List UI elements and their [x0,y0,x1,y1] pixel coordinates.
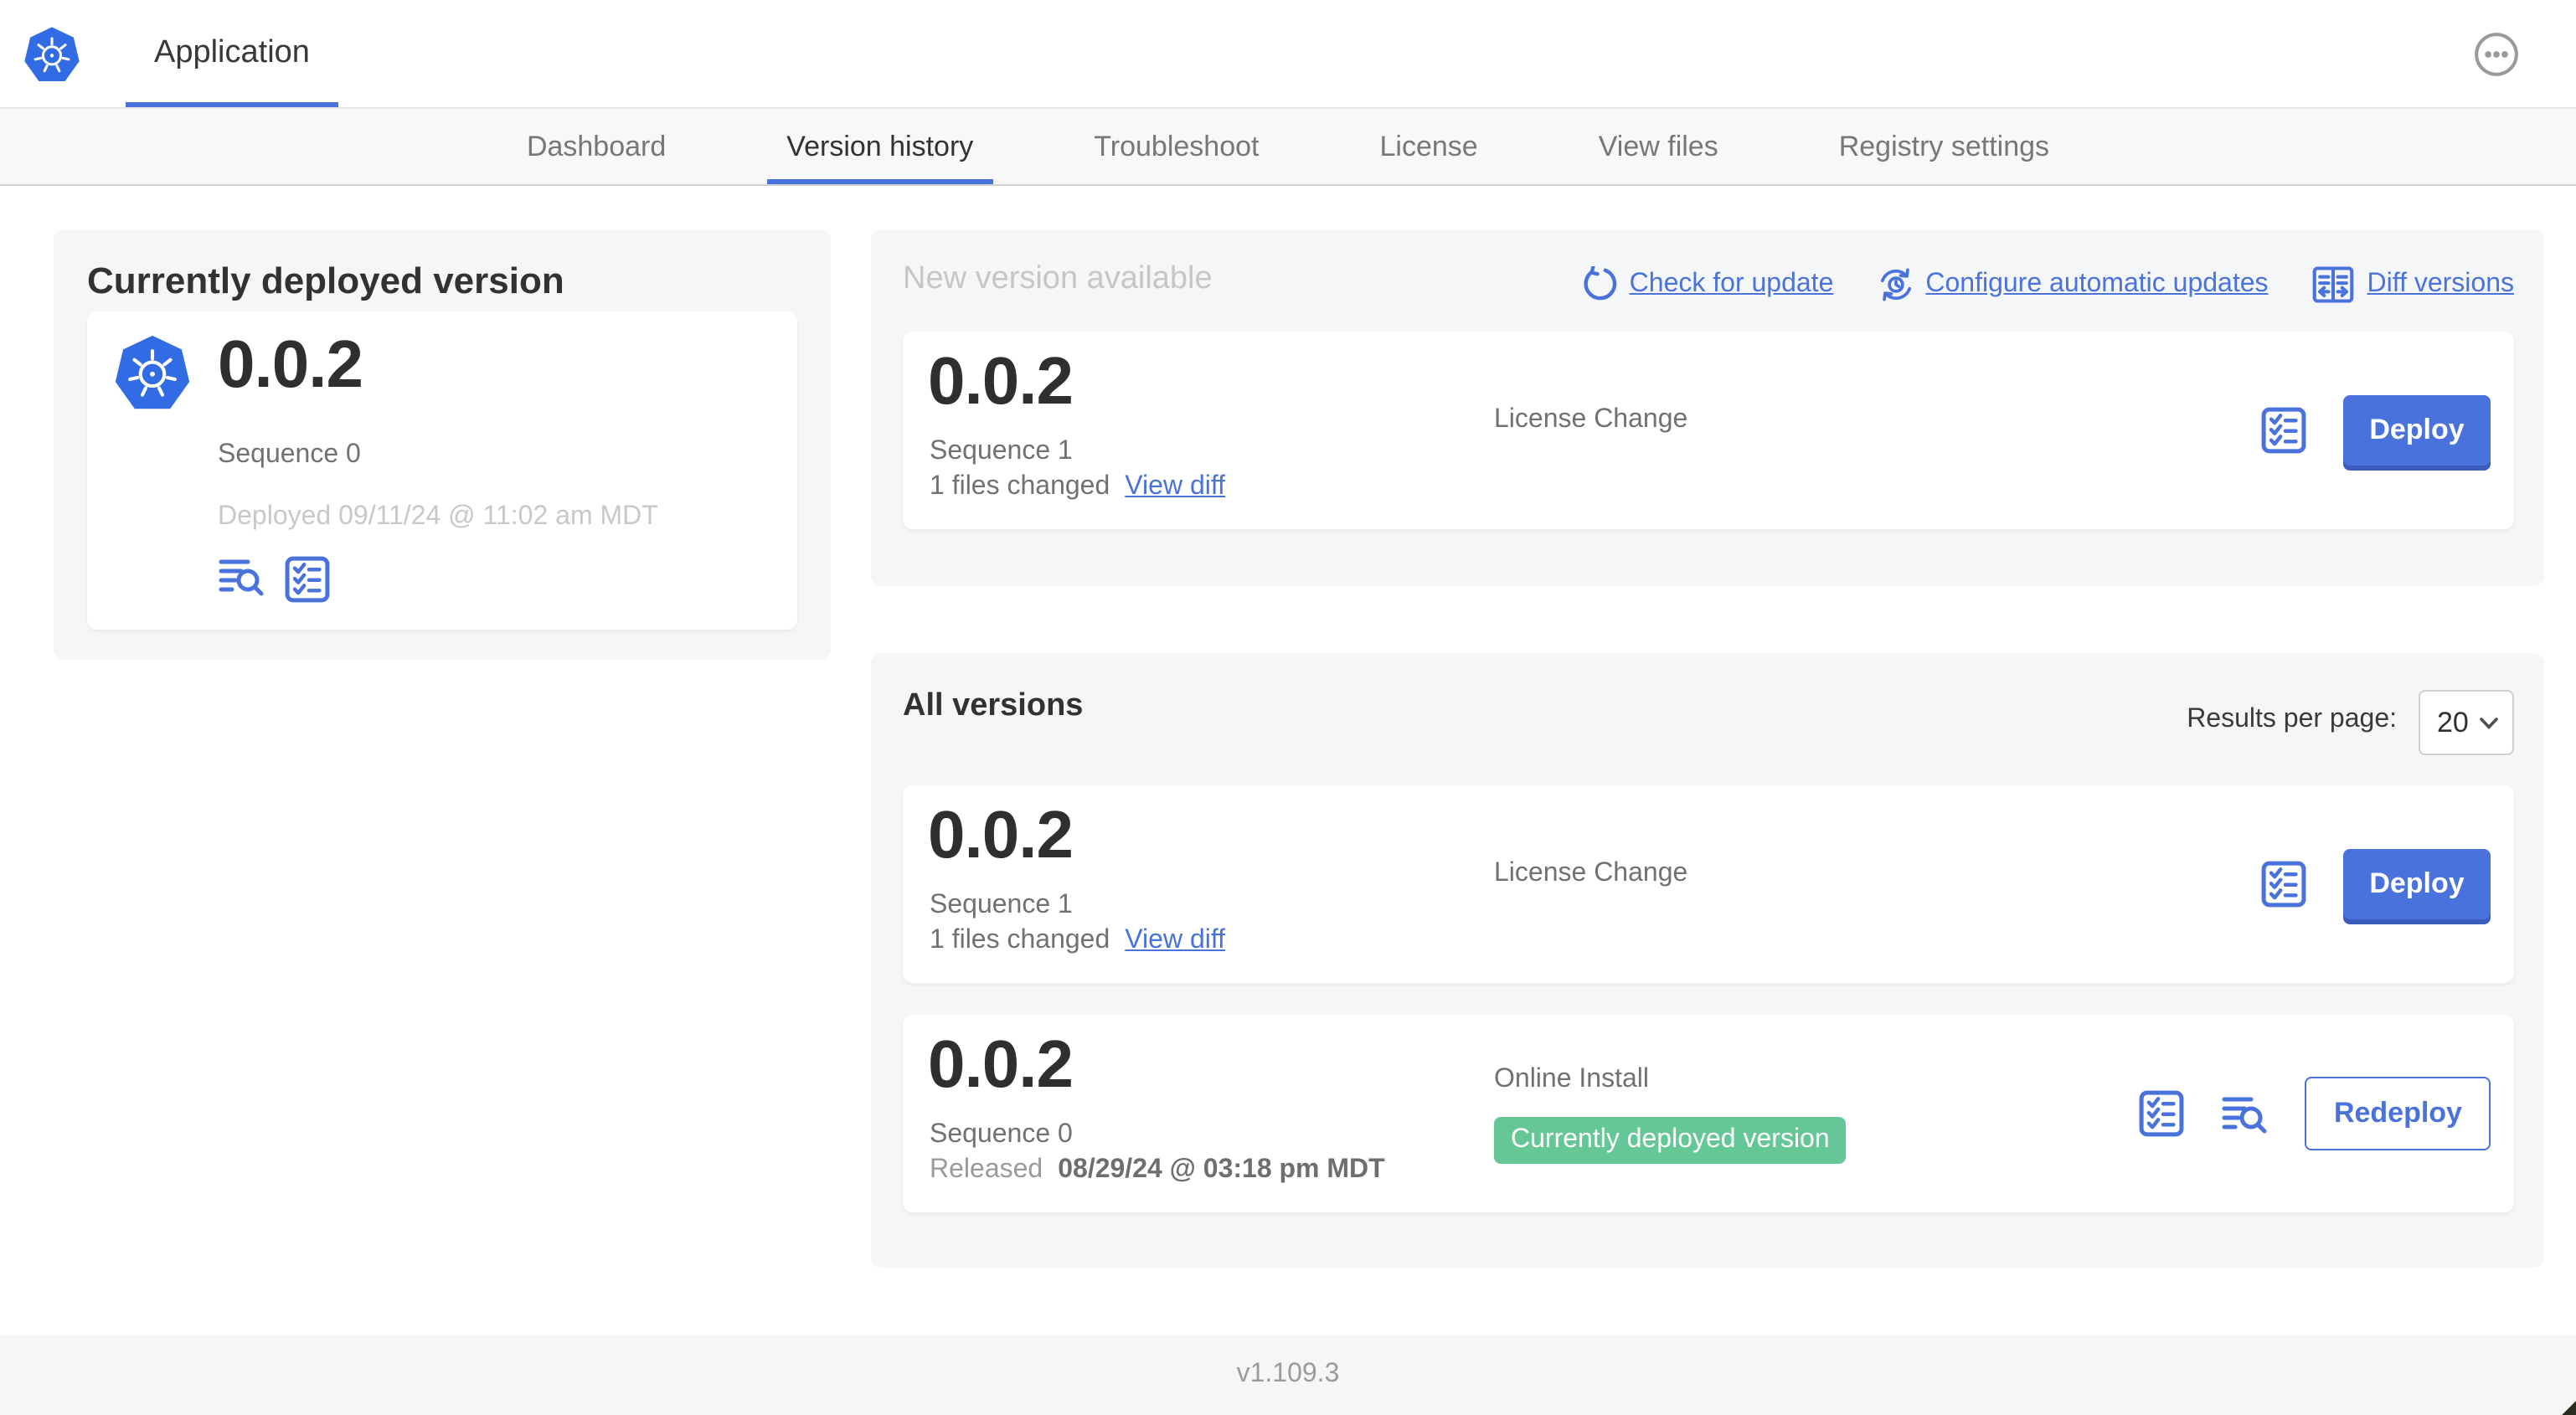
tab-dashboard[interactable]: Dashboard [526,130,667,162]
update-links: Check for update Configure automatic upd… [1581,263,2514,306]
section-nav: Dashboard Version history Troubleshoot L… [0,109,2576,186]
preflight-checks-icon[interactable] [285,556,330,603]
results-per-page-label: Results per page: [2187,705,2397,733]
results-per-page-value: 20 [2437,706,2469,738]
version-source-block: Online Install Currently deployed versio… [1494,1065,1847,1164]
tab-troubleshoot[interactable]: Troubleshoot [1094,130,1260,162]
console-version: v1.109.3 [1236,1360,1340,1388]
version-number: 0.0.2 [928,1028,1074,1102]
view-diff-link[interactable]: View diff [1125,472,1226,501]
version-row: 0.0.2 Sequence 0 Released 08/29/24 @ 03:… [903,1015,2514,1212]
version-source: Online Install [1494,1065,1649,1093]
configure-automatic-updates-link[interactable]: Configure automatic updates [1877,266,2269,303]
diff-icon [2312,263,2356,306]
currently-deployed-card: 0.0.2 Sequence 0 Deployed 09/11/24 @ 11:… [87,311,797,630]
tab-application[interactable]: Application [126,0,338,107]
logs-icon[interactable] [2222,1093,2269,1135]
version-sequence: Sequence 1 [930,437,1073,466]
check-for-update-link[interactable]: Check for update [1581,266,1834,303]
footer: v1.109.3 [0,1335,2576,1415]
view-diff-link[interactable]: View diff [1125,926,1226,954]
version-row: 0.0.2 Sequence 1 1 files changed View di… [903,785,2514,983]
currently-deployed-title: Currently deployed version [87,260,564,301]
deployed-actions [218,556,330,603]
currently-deployed-panel: Currently deployed version 0.0.2 Sequenc… [54,229,831,660]
kubernetes-logo-icon [23,24,80,83]
released-label: Released [930,1155,1043,1184]
version-number: 0.0.2 [928,345,1074,419]
kubernetes-logo-icon [114,333,191,412]
check-for-update-label: Check for update [1629,270,1834,298]
all-versions-title: All versions [903,688,1084,723]
tab-license[interactable]: License [1379,130,1478,162]
version-sequence: Sequence 0 [930,1120,1073,1149]
preflight-checks-icon[interactable] [2261,407,2306,454]
deploy-button[interactable]: Deploy [2343,849,2491,919]
files-changed-label: 1 files changed [930,926,1110,954]
chevron-down-icon [2479,716,2499,729]
preflight-checks-icon[interactable] [2140,1090,2185,1137]
top-bar: Application [0,0,2576,109]
all-versions-panel: All versions Results per page: 20 0.0.2 … [871,653,2544,1268]
tab-registry-settings[interactable]: Registry settings [1838,130,2050,162]
released-timestamp: 08/29/24 @ 03:18 pm MDT [1058,1155,1385,1184]
deployed-version-number: 0.0.2 [218,328,363,402]
deployed-sequence: Sequence 0 [218,440,361,469]
configure-automatic-updates-label: Configure automatic updates [1925,270,2269,298]
new-version-panel: New version available Check for update C… [871,229,2544,586]
main-content: Currently deployed version 0.0.2 Sequenc… [0,186,2576,1333]
version-source: License Change [1494,405,1688,434]
row-actions: Deploy [2261,332,2491,529]
row-actions: Deploy [2261,785,2491,983]
tab-version-history[interactable]: Version history [766,109,993,184]
row-actions: Redeploy [2140,1015,2491,1212]
currently-deployed-badge: Currently deployed version [1494,1117,1847,1164]
files-changed-label: 1 files changed [930,472,1110,501]
new-version-row: 0.0.2 Sequence 1 1 files changed View di… [903,332,2514,529]
new-version-title: New version available [903,261,1213,296]
files-changed-line: 1 files changed View diff [930,926,1225,956]
logs-icon[interactable] [218,556,265,598]
auto-update-clock-icon [1877,266,1914,303]
results-per-page-select[interactable]: 20 [2419,690,2514,755]
redeploy-button[interactable]: Redeploy [2305,1077,2491,1150]
diff-versions-link[interactable]: Diff versions [2312,263,2514,306]
preflight-checks-icon[interactable] [2261,861,2306,908]
tab-view-files[interactable]: View files [1598,130,1718,162]
diff-versions-label: Diff versions [2367,270,2514,298]
released-line: Released 08/29/24 @ 03:18 pm MDT [930,1155,1385,1186]
app-tab-label: Application [154,35,310,70]
version-number: 0.0.2 [928,799,1074,872]
refresh-icon [1581,266,1618,303]
ellipsis-menu-icon[interactable] [2474,32,2519,77]
version-sequence: Sequence 1 [930,891,1073,919]
deploy-button[interactable]: Deploy [2343,395,2491,466]
deployed-timestamp: Deployed 09/11/24 @ 11:02 am MDT [218,502,658,531]
version-source: License Change [1494,859,1688,888]
files-changed-line: 1 files changed View diff [930,472,1225,502]
cursor-artifact [2559,1400,2576,1415]
